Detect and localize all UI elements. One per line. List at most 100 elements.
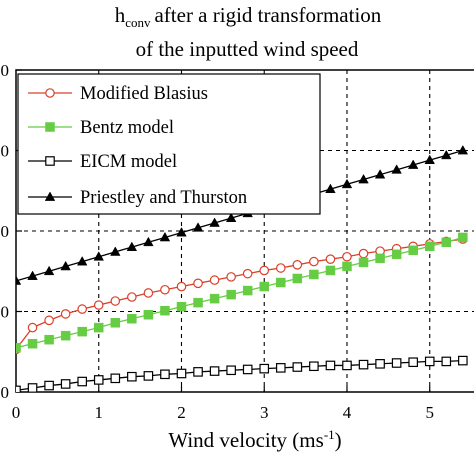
data-point-modified-blasius <box>275 263 286 273</box>
data-point-bentz-model <box>441 237 452 248</box>
data-point-modified-blasius <box>176 281 187 292</box>
data-point-priestley-and-thurston <box>93 251 104 261</box>
data-point-eicm-model <box>408 357 418 368</box>
x-tick-label: 1 <box>94 403 103 422</box>
data-point-bentz-model <box>16 342 21 353</box>
data-point-eicm-model <box>127 371 137 382</box>
data-point-eicm-model <box>259 363 270 374</box>
data-point-bentz-model <box>358 257 369 268</box>
data-point-priestley-and-thurston <box>126 241 138 251</box>
data-point-bentz-model <box>226 289 236 300</box>
data-point-bentz-model <box>375 253 385 264</box>
data-point-priestley-and-thurston <box>374 169 386 179</box>
legend-marker-bentz-model <box>45 122 55 132</box>
title-rest: after a rigid transformation <box>154 3 381 27</box>
series-eicm-model <box>16 355 468 392</box>
data-point-bentz-model <box>292 273 303 284</box>
data-point-eicm-model <box>77 376 87 387</box>
data-point-bentz-model <box>27 338 38 349</box>
legend-label-bentz-model: Bentz model <box>80 118 174 138</box>
data-point-bentz-model <box>176 301 187 312</box>
data-point-modified-blasius <box>77 304 87 314</box>
y-tick-label: 0 <box>1 303 10 322</box>
data-point-bentz-model <box>143 309 154 320</box>
data-point-eicm-model <box>342 360 352 371</box>
data-point-eicm-model <box>325 360 336 371</box>
data-point-modified-blasius <box>325 254 336 264</box>
data-point-bentz-model <box>193 297 203 308</box>
data-point-bentz-model <box>209 293 220 304</box>
data-point-priestley-and-thurston <box>358 173 369 184</box>
legend-label-priestley-and-thurston: Priestley and Thurston <box>80 188 247 208</box>
data-point-priestley-and-thurston <box>325 183 336 193</box>
data-point-bentz-model <box>259 281 269 292</box>
data-point-modified-blasius <box>309 256 319 267</box>
data-point-eicm-model <box>226 365 236 376</box>
x-tick-label: 0 <box>12 403 21 422</box>
series-priestley-and-thurston <box>16 144 469 285</box>
data-point-modified-blasius <box>226 272 236 282</box>
data-point-priestley-and-thurston <box>110 246 121 256</box>
data-point-bentz-model <box>458 232 468 243</box>
data-point-priestley-and-thurston <box>407 159 419 169</box>
data-point-priestley-and-thurston <box>391 164 402 174</box>
data-point-modified-blasius <box>127 292 137 302</box>
data-point-bentz-model <box>424 241 435 252</box>
x-axis-label-sup: -1 <box>324 427 335 442</box>
series-line-priestley-and-thurston <box>16 149 464 282</box>
legend-marker-eicm-model <box>45 156 55 166</box>
legend-item-priestley-and-thurston: Priestley and Thurston <box>28 188 247 208</box>
data-point-priestley-and-thurston <box>76 256 88 266</box>
data-point-modified-blasius <box>110 296 121 306</box>
data-point-modified-blasius <box>193 278 203 289</box>
legend-box <box>17 73 321 215</box>
data-point-modified-blasius <box>358 248 369 259</box>
x-tick-label: 4 <box>343 403 352 422</box>
legend-item-bentz-model: Bentz model <box>28 118 174 138</box>
data-point-priestley-and-thurston <box>43 265 55 276</box>
legend: Modified Blasius Bentz model EICM model Pri… <box>17 73 321 215</box>
data-point-eicm-model <box>44 380 54 391</box>
data-point-bentz-model <box>60 330 71 341</box>
legend-label-eicm-model: EICM model <box>80 152 177 172</box>
x-axis-label: Wind velocity (ms-1) <box>168 427 341 452</box>
data-point-eicm-model <box>16 385 21 392</box>
x-tick-label: 3 <box>260 403 269 422</box>
data-point-eicm-model <box>160 369 170 380</box>
data-point-eicm-model <box>458 355 468 366</box>
legend-marker-priestley-and-thurston <box>44 191 56 201</box>
legend-item-modified-blasius: Modified Blasius <box>28 84 208 104</box>
data-point-eicm-model <box>358 359 369 370</box>
data-point-priestley-and-thurston <box>209 217 220 227</box>
x-tick-label: 5 <box>425 403 434 422</box>
data-point-modified-blasius <box>160 284 170 295</box>
data-point-eicm-model <box>176 368 187 379</box>
x-tick-label: 2 <box>177 403 186 422</box>
y-tick-label: 0 <box>1 142 10 161</box>
series-layer <box>16 144 469 392</box>
data-point-priestley-and-thurston <box>225 212 237 222</box>
data-point-modified-blasius <box>143 288 154 298</box>
chart-title-line1: hconv after a rigid transformation <box>115 3 382 30</box>
legend-marker-modified-blasius <box>45 88 55 98</box>
data-point-eicm-model <box>110 373 121 384</box>
y-tick-label: 0 <box>1 383 10 402</box>
data-point-eicm-model <box>292 362 303 372</box>
data-point-eicm-model <box>143 371 154 381</box>
data-point-bentz-model <box>391 249 402 260</box>
data-point-bentz-model <box>408 245 418 256</box>
data-point-bentz-model <box>44 334 54 345</box>
data-point-bentz-model <box>325 265 336 276</box>
data-point-modified-blasius <box>342 251 352 262</box>
data-point-eicm-model <box>391 358 402 368</box>
title-subscript: conv <box>125 15 151 30</box>
x-axis-label-main: Wind velocity (ms <box>168 428 323 452</box>
title-h: h <box>115 3 126 27</box>
data-point-eicm-model <box>441 356 452 367</box>
data-point-modified-blasius <box>259 265 270 276</box>
data-point-eicm-model <box>309 361 319 372</box>
data-point-priestley-and-thurston <box>441 149 452 160</box>
data-point-bentz-model <box>160 305 170 316</box>
data-point-modified-blasius <box>242 268 253 279</box>
